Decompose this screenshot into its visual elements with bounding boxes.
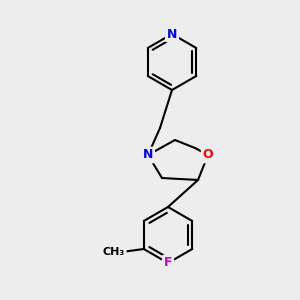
Text: CH₃: CH₃	[103, 247, 125, 257]
Text: N: N	[143, 148, 153, 161]
Text: F: F	[164, 256, 172, 269]
Text: O: O	[203, 148, 213, 161]
Text: N: N	[167, 28, 177, 40]
